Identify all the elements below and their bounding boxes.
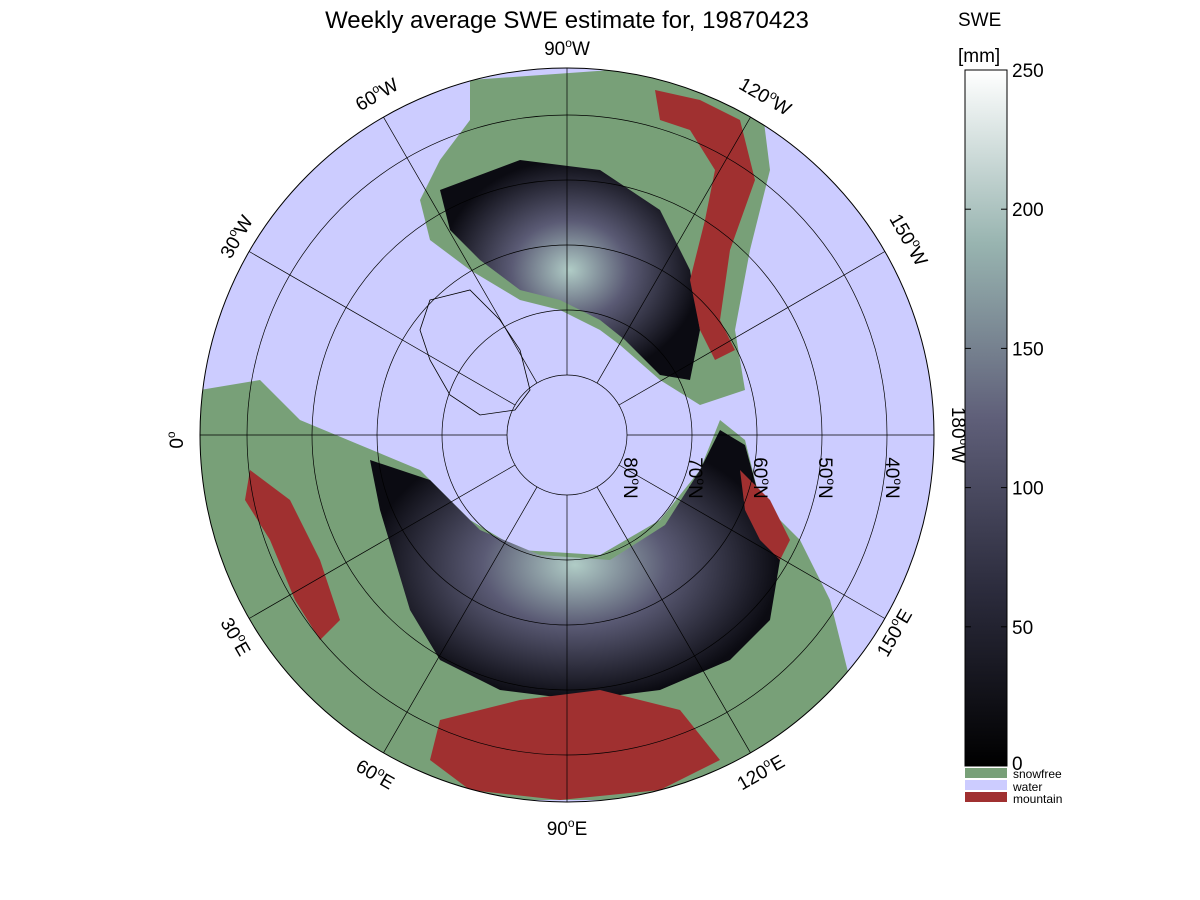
lon-label-90w: 90oW [544,36,590,60]
lon-label-90e: 90oE [547,816,588,840]
scandinavia-mountains [245,470,340,640]
meridian-line [596,116,751,384]
lat-label-70n: 70oN [684,457,708,499]
lat-label-50n: 50oN [814,457,838,499]
polar-map: 90oW 120oW 150oW 180oW 150oE 120oE 90oE … [164,36,971,840]
eurasia-mountains [430,690,720,800]
lat-label-40n: 40oN [881,457,905,499]
lon-label-60e: 60oE [352,753,399,794]
graticule [200,68,934,802]
meridian-line [383,486,538,754]
colorbar-tick-label: 250 [1012,61,1044,82]
map-boundary [199,67,935,803]
colorbar-tick-label: 200 [1012,200,1044,221]
meridian-line [248,251,516,406]
colorbar-snowfree-label: snowfree [1013,767,1062,781]
colorbar-tick-label: 50 [1012,618,1033,639]
lon-label-180w: 180oW [947,407,971,463]
lon-label-0: 0o [164,431,188,449]
colorbar-label-line1: SWE [958,10,1001,31]
eurasia-snow [370,430,780,700]
colorbar-snowfree-swatch [965,768,1007,778]
figure-title: Weekly average SWE estimate for, 1987042… [325,7,809,34]
lat-label-80n: 80oN [619,457,643,499]
colorbar-gradient [964,69,1008,767]
colorbar-mountain-label: mountain [1013,792,1062,806]
colorbar-tick-label: 100 [1012,479,1044,500]
north-america-snow [440,160,700,380]
meridian-line [596,486,751,754]
meridian-line [248,464,516,619]
meridians [200,68,934,802]
lon-label-150w: 150oW [885,209,934,270]
colorbar-water-label: water [1012,780,1042,794]
greenland-outline [419,289,531,416]
lat-label-60n: 60oN [749,457,773,499]
colorbar-tick-label: 0 [1012,754,1023,775]
meridian-line [618,251,886,406]
colorbar-ticks: 0 50 100 150 200 250 [965,61,1044,775]
land-layer [200,68,850,800]
meridian-line [618,464,886,619]
siberia-mountains [740,470,790,560]
colorbar-label-line2: [mm] [958,46,1000,67]
lon-label-60w: 60oW [351,72,403,116]
latitude-labels: 80oN 70oN 60oN 50oN 40oN [619,457,905,499]
colorbar-mountain-swatch [965,792,1007,802]
colorbar-water-swatch [965,780,1007,790]
meridian-line [383,116,538,384]
rocky-mountains [655,90,755,360]
colorbar-tick-label: 150 [1012,339,1044,360]
